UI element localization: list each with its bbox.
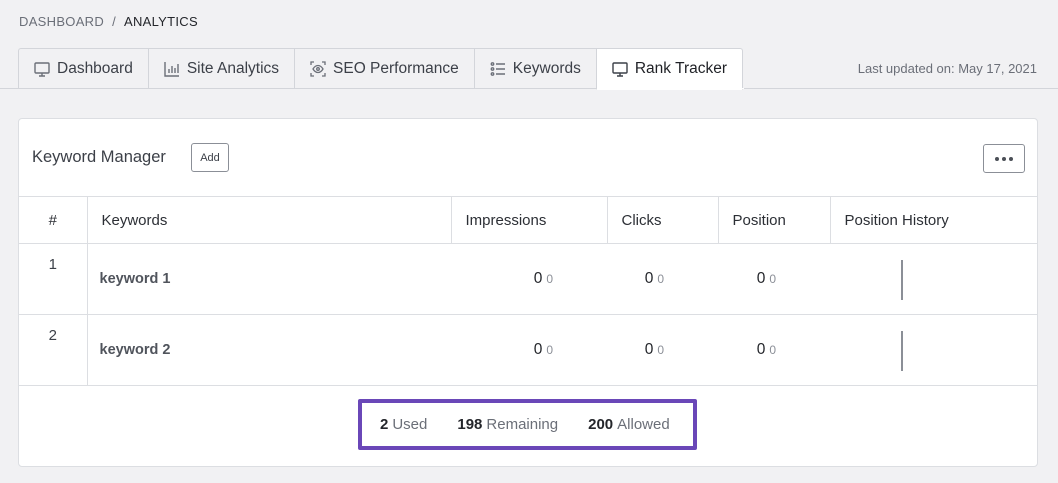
column-header-index: # [19,196,87,244]
keyword-quota-summary: 2 Used 198 Remaining 200 Allowed [358,399,697,450]
eye-frame-icon [309,60,327,78]
tab-keywords[interactable]: Keywords [473,48,596,89]
tab-rank-tracker[interactable]: Rank Tracker [595,48,744,90]
used-count: 2 [380,416,389,433]
tab-seo-performance[interactable]: SEO Performance [294,48,474,89]
remaining-stat: 198 Remaining [457,416,558,433]
breadcrumb-separator: / [112,14,116,29]
row-index: 1 [19,243,87,315]
keywords-table: # Keywords Impressions Clicks Position P… [19,196,1037,467]
position-history-sparkline [901,260,903,300]
remaining-label: Remaining [486,416,559,433]
allowed-stat: 200 Allowed [588,416,670,433]
allowed-label: Allowed [617,416,670,433]
keyword-cell[interactable]: keyword 2 [86,314,451,386]
position-value: 0 [756,341,766,358]
position-change: 0 [769,343,776,357]
monitor-icon [611,60,629,78]
position-value: 0 [756,270,766,287]
clicks-value: 0 [644,341,654,358]
bar-chart-icon [163,60,181,78]
position-history-sparkline [901,331,903,371]
used-label: Used [392,416,428,433]
position-history-cell [830,243,1037,315]
more-dots-icon [995,156,1013,161]
tab-dashboard[interactable]: Dashboard [18,48,148,89]
tab-label: Site Analytics [186,59,280,77]
column-header-position[interactable]: Position [717,196,830,244]
position-change: 0 [769,272,776,286]
add-keyword-button[interactable]: Add [191,143,229,172]
column-header-keywords[interactable]: Keywords [86,196,451,244]
clicks-change: 0 [657,272,664,286]
impressions-change: 0 [546,343,553,357]
row-index: 2 [19,314,87,386]
impressions-change: 0 [546,272,553,286]
more-options-button[interactable] [983,144,1025,173]
used-stat: 2 Used [380,416,427,433]
position-history-cell [830,314,1037,386]
tab-label: Rank Tracker [634,60,728,77]
card-title: Keyword Manager [32,148,166,166]
breadcrumb-parent[interactable]: DASHBOARD [19,14,105,29]
impressions-value: 0 [533,341,543,358]
list-icon [489,60,507,78]
tab-label: SEO Performance [333,59,459,77]
column-header-clicks[interactable]: Clicks [606,196,718,244]
tab-bar: Dashboard Site Analytics SEO Performance… [18,48,744,90]
last-updated-text: Last updated on: May 17, 2021 [857,61,1037,76]
card-header: Keyword Manager Add [19,119,1037,196]
keyword-cell[interactable]: keyword 1 [86,243,451,315]
clicks-change: 0 [657,343,664,357]
table-header-row: # Keywords Impressions Clicks Position P… [19,196,1037,244]
remaining-count: 198 [457,416,483,433]
breadcrumb-current: ANALYTICS [123,14,198,29]
column-header-position-history: Position History [829,196,1037,244]
tab-site-analytics[interactable]: Site Analytics [147,48,295,89]
allowed-count: 200 [588,416,614,433]
tab-label: Keywords [512,59,581,77]
impressions-value: 0 [533,270,543,287]
tab-label: Dashboard [57,59,133,77]
breadcrumb: DASHBOARD / ANALYTICS [19,14,198,29]
clicks-value: 0 [644,270,654,287]
active-tab-gap [600,88,744,89]
column-header-impressions[interactable]: Impressions [450,196,607,244]
monitor-icon [33,60,51,78]
